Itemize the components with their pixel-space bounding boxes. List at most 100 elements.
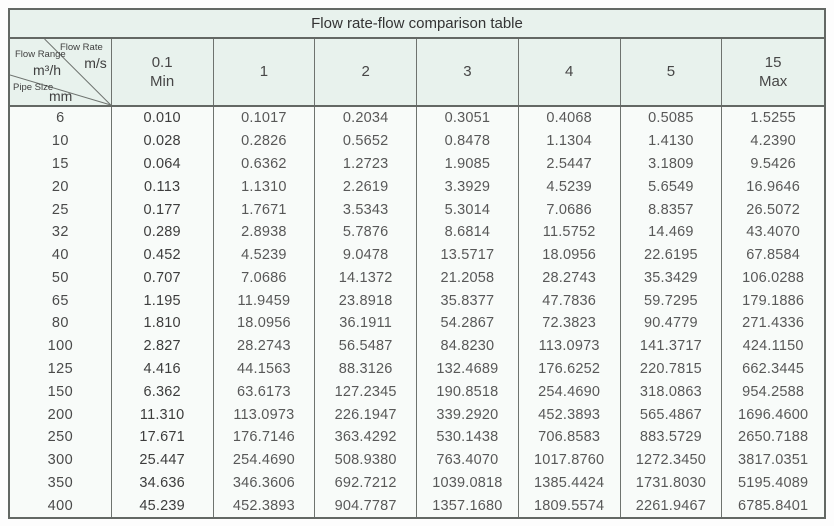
flow-value-cell: 0.4068: [519, 107, 621, 130]
flow-value-cell: 2.8938: [214, 220, 316, 244]
flow-value-cell: 90.4779: [621, 312, 723, 335]
flow-value-cell: 21.2058: [417, 266, 519, 290]
table-row: 6 0.010 0.1017 0.2034 0.3051 0.4068 0.5085 1.52…: [10, 107, 824, 130]
flow-value-cell: 0.452: [112, 243, 214, 267]
flow-value-cell: 35.3429: [621, 266, 723, 290]
flow-value-cell: 318.0863: [621, 380, 723, 404]
flow-rate-label: Flow Rate: [59, 42, 103, 53]
flow-value-cell: 35.8377: [417, 289, 519, 313]
flow-value-cell: 3817.0351: [737, 452, 809, 469]
flow-value-cell: 113.0973: [519, 334, 621, 358]
flow-value-cell: 18.0956: [519, 243, 621, 267]
table-row: 20 0.113 1.1310 2.2619 3.3929 4.5239 5.6549 16.…: [10, 175, 824, 199]
pipe-size-unit: mm: [49, 88, 73, 104]
flow-value-cell: 2261.9467: [621, 494, 723, 518]
column-value: 5: [666, 63, 676, 81]
pipe-size-cell: 40: [10, 243, 112, 267]
flow-value-cell: 4.5239: [214, 243, 316, 267]
flow-value-cell: 34.636: [112, 471, 214, 495]
flow-value-cell: 530.1438: [417, 425, 519, 449]
table-row: 40 0.452 4.5239 9.0478 13.5717 18.0956 22.6195…: [10, 243, 824, 267]
flow-value-cell: 346.3606: [214, 471, 316, 495]
flow-value-cell: 28.2743: [214, 334, 316, 358]
flow-value-cell: 1272.3450: [621, 448, 723, 472]
table-row: 15 0.064 0.6362 1.2723 1.9085 2.5447 3.1809 9.5…: [10, 152, 824, 176]
flow-value-cell: 0.1017: [214, 107, 316, 130]
flow-value-cell: 13.5717: [417, 243, 519, 267]
flow-value-cell: 3.5343: [315, 198, 417, 221]
flow-comparison-table: Flow rate-flow comparison table Flow Ran…: [8, 8, 826, 519]
table-row: 350 34.636 346.3606 692.7212 1039.0818 1385.4…: [10, 471, 824, 495]
table-row: 200 11.310 113.0973 226.1947 339.2920 452.389…: [10, 403, 824, 426]
flow-value-cell: 1.810: [112, 312, 214, 335]
flow-value-cell: 26.5072: [746, 201, 801, 218]
flow-value-cell: 18.0956: [214, 312, 316, 335]
flow-value-cell: 1385.4424: [519, 471, 621, 495]
pipe-size-cell: 125: [10, 357, 112, 381]
flow-value-cell: 1039.0818: [417, 471, 519, 495]
flow-value-cell: 1.1310: [214, 175, 316, 199]
flow-value-cell: 11.310: [112, 403, 214, 426]
flow-value-cell: 141.3717: [621, 334, 723, 358]
pipe-size-cell: 32: [10, 220, 112, 244]
flow-value-cell: 954.2588: [742, 383, 805, 400]
flow-value-cell: 0.177: [112, 198, 214, 221]
flow-value-cell: 0.5085: [621, 107, 723, 130]
flow-value-cell: 254.4690: [519, 380, 621, 404]
flow-value-cell: 84.8230: [417, 334, 519, 358]
table-row: 50 0.707 7.0686 14.1372 21.2058 28.2743 35.342…: [10, 266, 824, 290]
flow-value-cell: 1696.4600: [737, 406, 809, 423]
column-header-5: 5: [621, 39, 723, 105]
flow-value-cell: 23.8918: [315, 289, 417, 313]
flow-value-cell: 1.2723: [315, 152, 417, 176]
flow-value-cell: 16.9646: [746, 178, 801, 195]
column-header-15-max: 15 Max: [722, 39, 824, 105]
table-row: 150 6.362 63.6173 127.2345 190.8518 254.4690 3…: [10, 380, 824, 404]
pipe-size-cell: 50: [10, 266, 112, 290]
column-note: Min: [150, 73, 175, 90]
flow-value-cell: 56.5487: [315, 334, 417, 358]
flow-value-cell: 44.1563: [214, 357, 316, 381]
flow-value-cell: 113.0973: [214, 403, 316, 426]
flow-value-cell: 14.1372: [315, 266, 417, 290]
pipe-size-cell: 350: [10, 471, 112, 495]
flow-value-cell: 424.1150: [742, 338, 804, 355]
flow-value-cell: 692.7212: [315, 471, 417, 495]
column-value: 0.1: [151, 53, 173, 71]
pipe-size-cell: 25: [10, 198, 112, 221]
flow-value-cell: 1.195: [112, 289, 214, 313]
flow-value-cell: 0.6362: [214, 152, 316, 176]
pipe-size-cell: 250: [10, 425, 112, 449]
table-body: 6 0.010 0.1017 0.2034 0.3051 0.4068 0.5085 1.52…: [10, 107, 824, 518]
flow-value-cell: 0.8478: [417, 129, 519, 153]
flow-value-cell: 452.3893: [214, 494, 316, 518]
flow-value-cell: 0.289: [112, 220, 214, 244]
flow-value-cell: 36.1911: [315, 312, 417, 335]
flow-value-cell: 706.8583: [519, 425, 621, 449]
flow-value-cell: 47.7836: [519, 289, 621, 313]
flow-value-cell: 22.6195: [621, 243, 723, 267]
pipe-size-cell: 20: [10, 175, 112, 199]
flow-value-cell: 565.4867: [621, 403, 723, 426]
flow-value-cell: 0.064: [112, 152, 214, 176]
flow-value-cell: 9.0478: [315, 243, 417, 267]
table-row: 300 25.447 254.4690 508.9380 763.4070 1017.87…: [10, 448, 824, 472]
flow-value-cell: 14.469: [621, 220, 723, 244]
flow-value-cell: 904.7787: [315, 494, 417, 518]
flow-value-cell: 7.0686: [214, 266, 316, 290]
flow-value-cell: 1357.1680: [417, 494, 519, 518]
flow-value-cell: 220.7815: [621, 357, 723, 381]
pipe-size-cell: 80: [10, 312, 112, 335]
flow-range-unit: m³/h: [33, 62, 61, 78]
flow-value-cell: 28.2743: [519, 266, 621, 290]
flow-value-cell: 176.6252: [519, 357, 621, 381]
flow-value-cell: 0.028: [112, 129, 214, 153]
pipe-size-cell: 65: [10, 289, 112, 313]
flow-value-cell: 1731.8030: [621, 471, 723, 495]
column-header-1: 1: [214, 39, 316, 105]
flow-value-cell: 1017.8760: [519, 448, 621, 472]
flow-value-cell: 5195.4089: [737, 474, 809, 491]
flow-value-cell: 0.5652: [315, 129, 417, 153]
flow-value-cell: 54.2867: [417, 312, 519, 335]
flow-value-cell: 0.2826: [214, 129, 316, 153]
